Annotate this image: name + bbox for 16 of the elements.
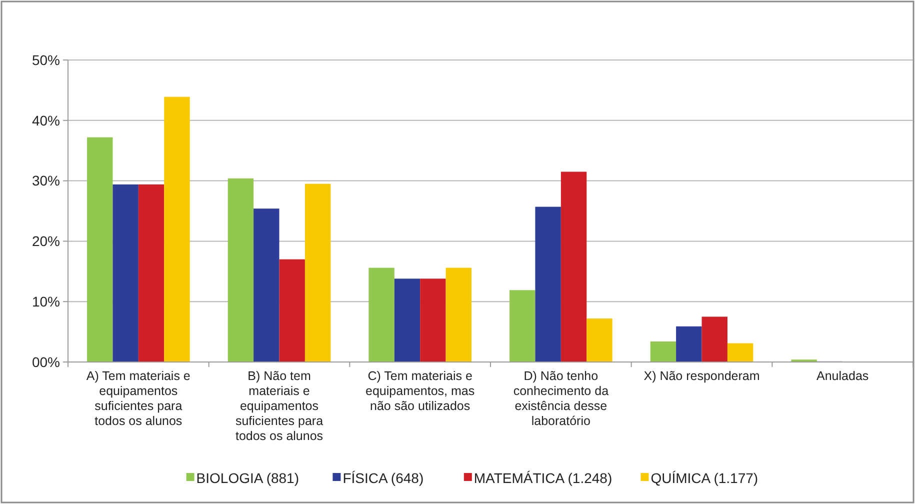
x-tick-label: X) Não responderam <box>644 369 760 383</box>
legend-label: MATEMÁTICA (1.248) <box>474 470 612 486</box>
y-tick-label: 40% <box>32 112 60 128</box>
x-tick-label: B) Não tem materiais e equipamentos suficientes para todos os alunos <box>235 369 324 443</box>
legend-label: BIOLOGIA (881) <box>196 470 300 486</box>
x-tick-label: Anuladas <box>816 369 869 383</box>
y-tick-label: 50% <box>32 52 60 68</box>
y-tick-label: 00% <box>32 354 60 370</box>
y-tick-label: 10% <box>32 294 60 310</box>
x-tick-label: C) Tem materiais e equipamentos, mas não são utilizados <box>366 369 475 413</box>
legend-label: QUÍMICA (1.177) <box>650 470 758 486</box>
x-tick-label: D) Não tenho conhecimento da existência desse laboratório <box>513 369 609 428</box>
x-tick-label: A) Tem materiais e equipamentos suficientes para todos os alunos <box>86 369 190 428</box>
legend-label: FÍSICA (648) <box>342 470 424 486</box>
y-tick-label: 20% <box>32 233 60 250</box>
y-tick-label: 30% <box>32 172 60 189</box>
